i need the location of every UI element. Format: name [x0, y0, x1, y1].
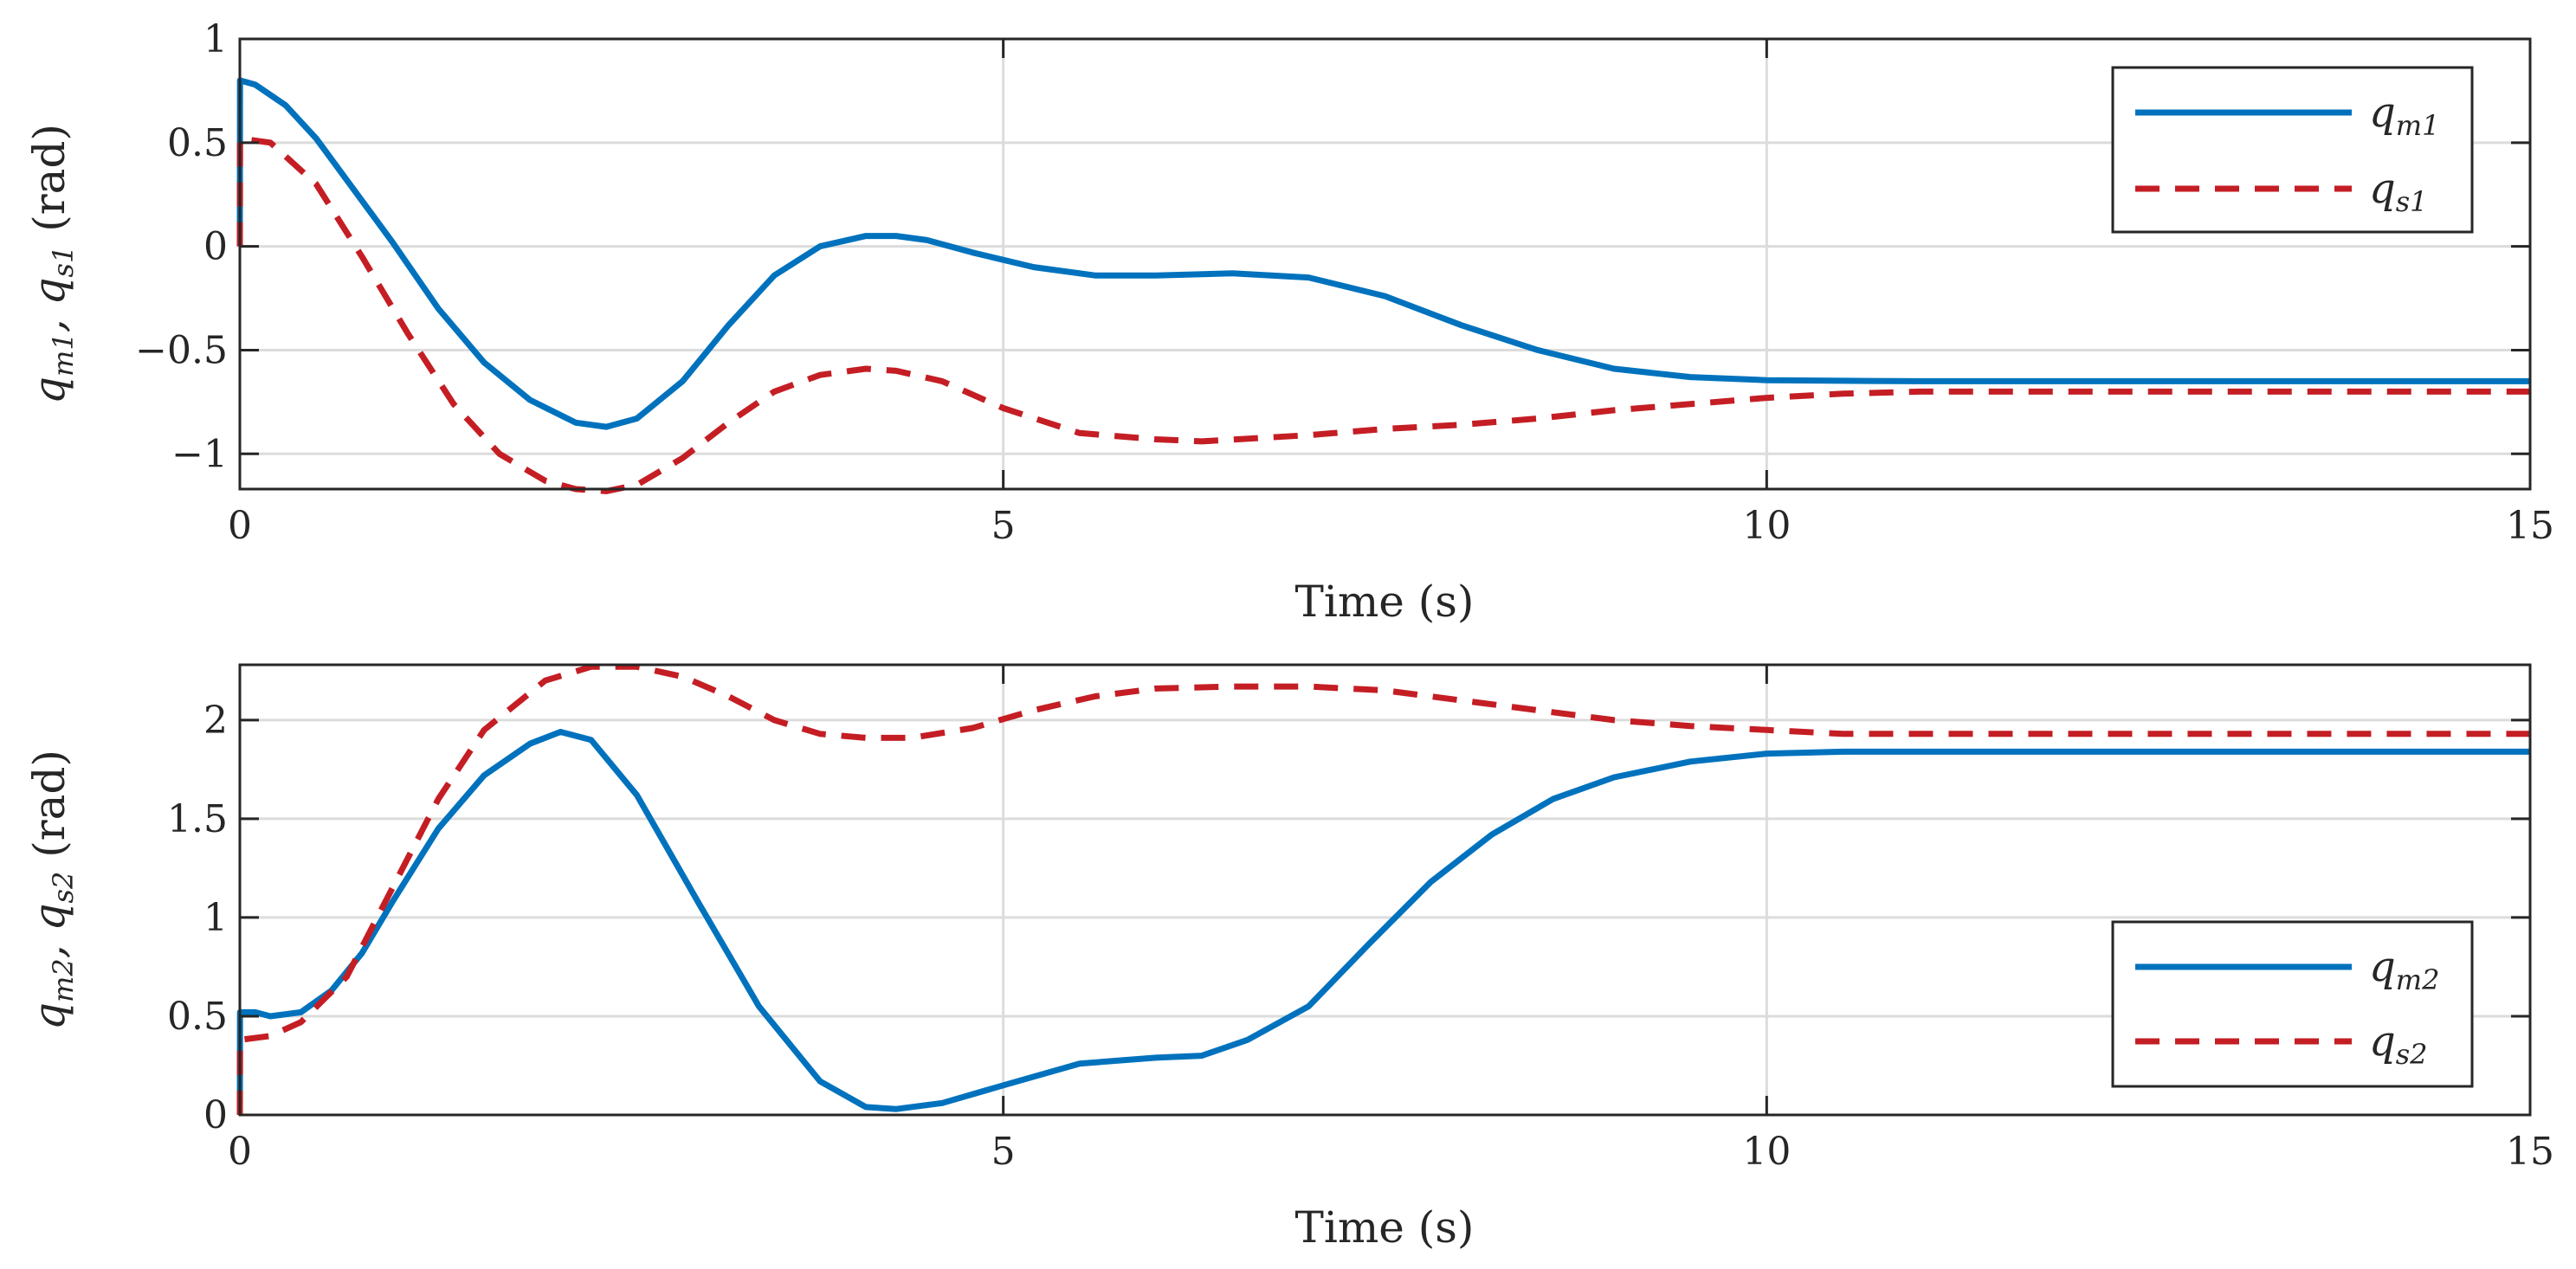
- bottom-plot-frame: [238, 663, 2532, 1117]
- bottom-series: [236, 663, 2530, 1116]
- bottom-ytick-label: 0.5: [167, 995, 228, 1039]
- bottom-ytick-label: 1: [203, 896, 228, 940]
- top-series-qs1-line: [236, 135, 2530, 494]
- bottom-legend: qm2 qs2: [2111, 920, 2474, 1088]
- top-series: [236, 77, 2530, 494]
- top-ytick-label: 0.5: [167, 121, 228, 165]
- top-legend: qm1 qs1: [2111, 66, 2474, 234]
- top-ticks: [238, 37, 2532, 489]
- bottom-xtick-label: 0: [228, 1130, 252, 1174]
- top-ytick-label: −1: [171, 432, 228, 476]
- top-ytick-label: −0.5: [135, 328, 228, 372]
- bottom-y-axis-label: qm2, qs2 (rad): [24, 750, 80, 1030]
- bottom-ytick-label: 1.5: [167, 797, 228, 841]
- bottom-series-qs2-line: [236, 663, 2530, 1116]
- bottom-x-axis-label: Time (s): [1295, 1202, 1475, 1253]
- bottom-legend-label-qm2: qm2: [2369, 943, 2439, 996]
- bottom-ytick-label: 2: [203, 699, 228, 743]
- bottom-ticks: [238, 665, 2532, 1117]
- bottom-legend-box: [2111, 920, 2474, 1088]
- top-plot-frame: [238, 37, 2532, 491]
- bottom-plot: 2 1.5 1 0.5 0 0 5 10 15 Time (s) qm2, qs…: [24, 663, 2554, 1253]
- top-xtick-label: 15: [2506, 504, 2554, 548]
- top-ytick-label: 1: [203, 17, 228, 61]
- top-legend-label-qs1: qs1: [2369, 164, 2428, 218]
- bottom-xtick-label: 10: [1742, 1130, 1791, 1174]
- top-xtick-label: 5: [991, 504, 1016, 548]
- bottom-series-qm2-line: [236, 729, 2530, 1116]
- top-xtick-label: 0: [228, 504, 252, 548]
- top-series-qm1-line: [236, 77, 2530, 430]
- bottom-xtick-label: 5: [991, 1130, 1016, 1174]
- bottom-ytick-label: 0: [203, 1093, 228, 1137]
- top-plot: 1 0.5 0 −0.5 −1 0 5 10 15 Time (s) qm1, …: [24, 17, 2554, 627]
- bottom-legend-label-qs2: qs2: [2369, 1017, 2428, 1071]
- top-ytick-label: 0: [203, 225, 228, 269]
- top-legend-label-qm1: qm1: [2369, 88, 2439, 142]
- top-legend-box: [2111, 66, 2474, 234]
- top-xtick-label: 10: [1742, 504, 1791, 548]
- top-y-axis-label: qm1, qs1 (rad): [24, 124, 80, 404]
- top-x-axis-label: Time (s): [1295, 577, 1475, 627]
- bottom-xtick-label: 15: [2506, 1130, 2554, 1174]
